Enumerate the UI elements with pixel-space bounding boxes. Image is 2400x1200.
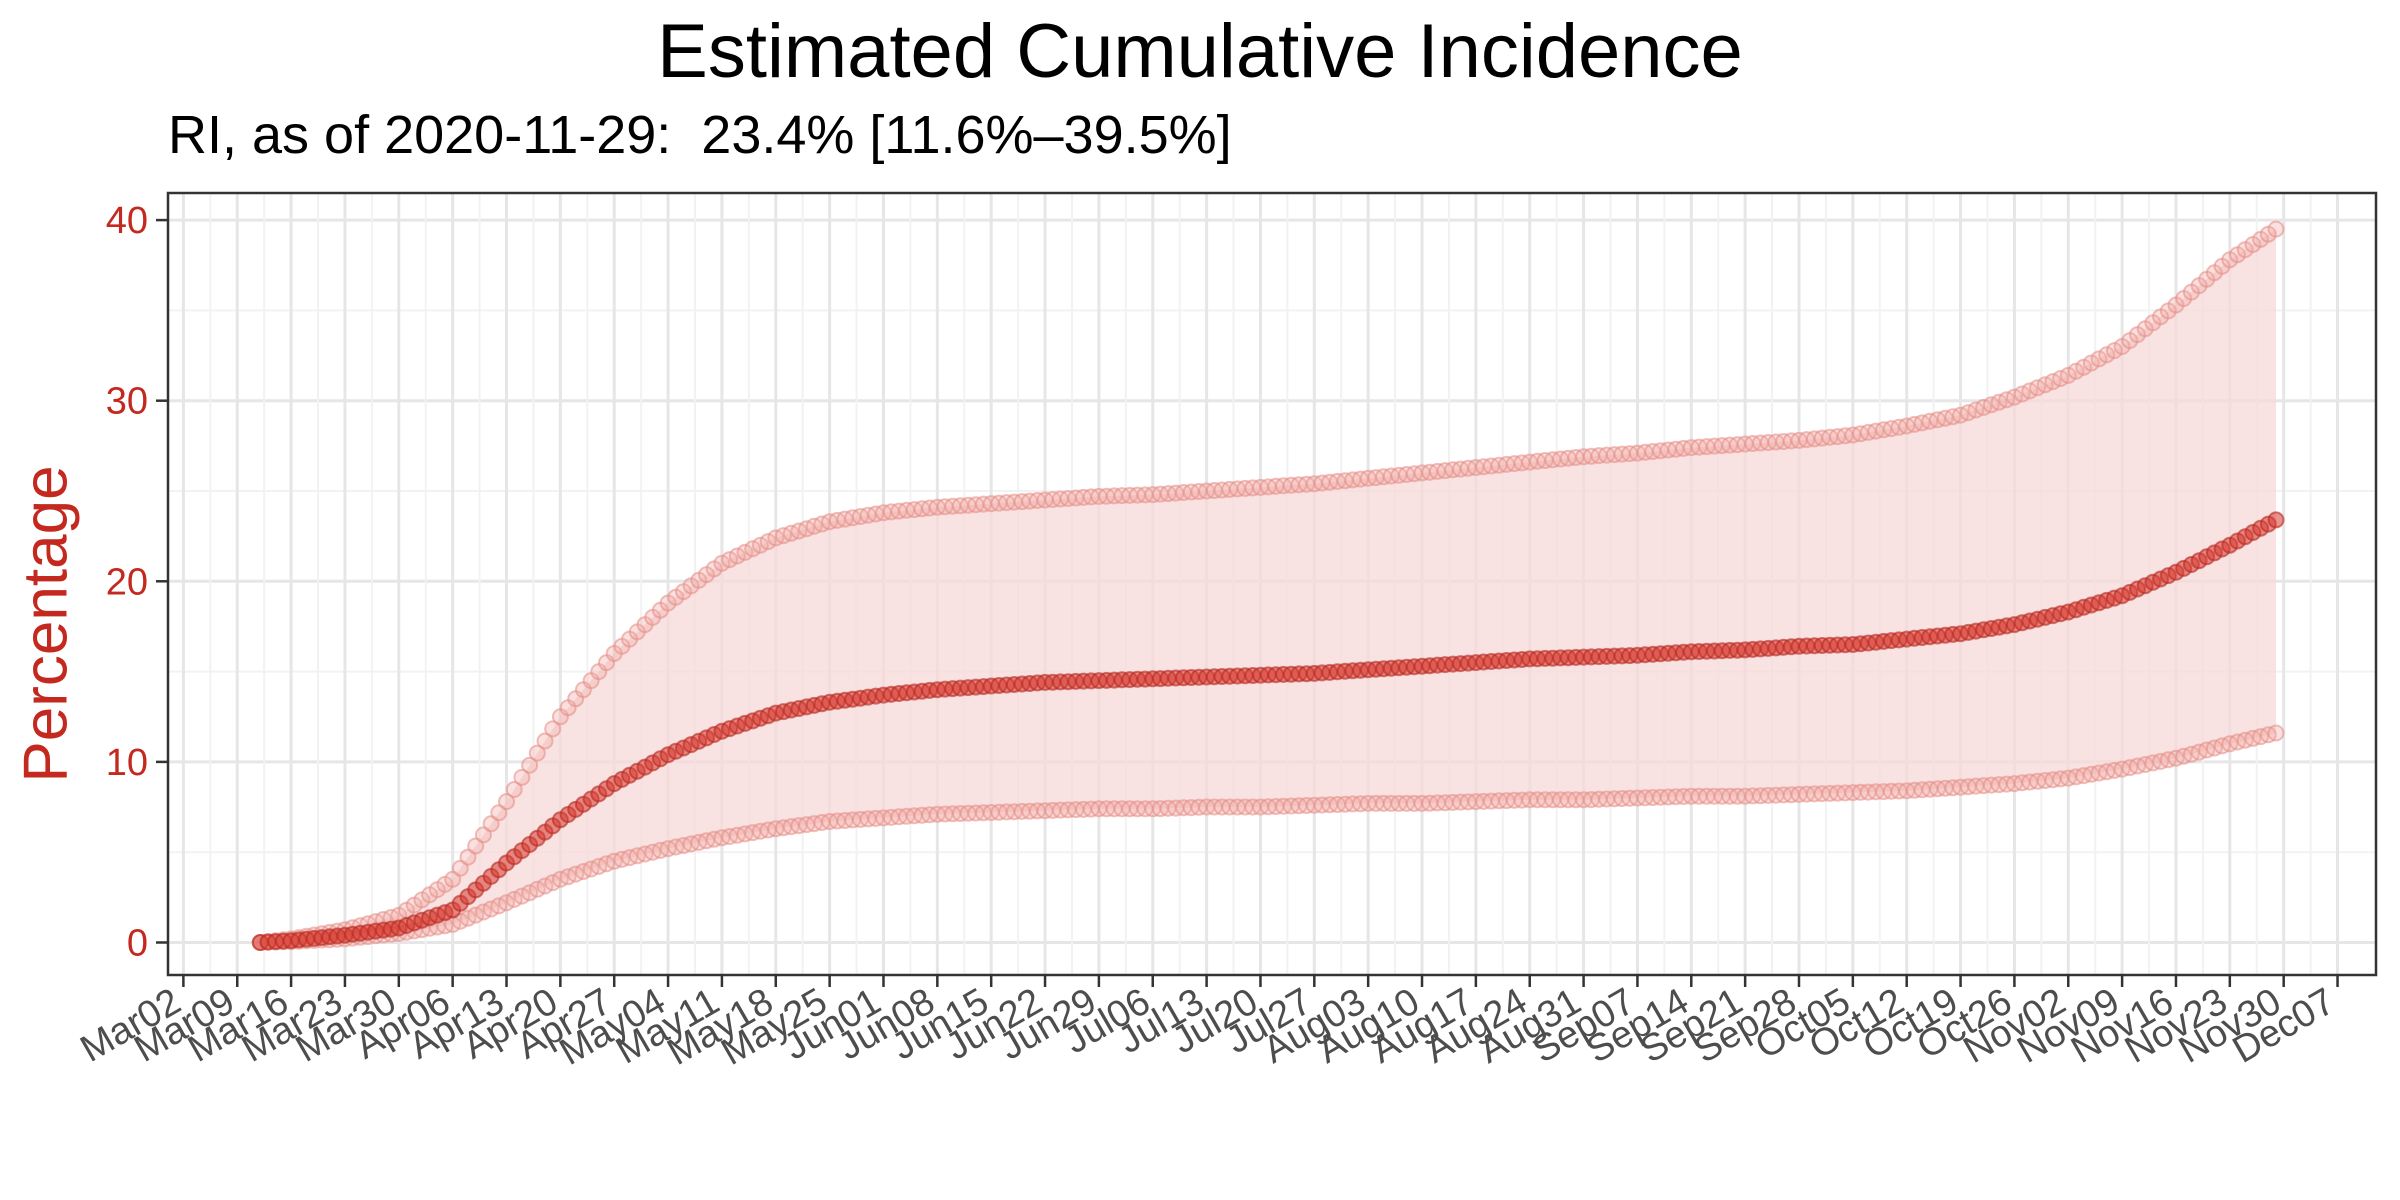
y-tick-label: 20 bbox=[106, 561, 148, 603]
y-tick-label: 0 bbox=[127, 922, 148, 964]
upper-bound-point bbox=[505, 781, 523, 798]
y-tick-label: 30 bbox=[106, 381, 148, 423]
upper-bound-point bbox=[536, 732, 554, 750]
estimate-point bbox=[2267, 511, 2285, 529]
upper-bound-point bbox=[2267, 220, 2285, 238]
y-tick-label: 40 bbox=[106, 200, 148, 242]
data-points bbox=[251, 220, 2285, 951]
ci-band-area bbox=[260, 229, 2276, 943]
plot-border bbox=[166, 191, 2378, 977]
chart-title: Estimated Cumulative Incidence bbox=[657, 9, 1743, 94]
upper-bound-point bbox=[513, 768, 531, 786]
upper-bound-point bbox=[498, 793, 515, 811]
lower-bound-point bbox=[2267, 724, 2285, 742]
y-tick-label: 10 bbox=[106, 742, 148, 784]
upper-bound-point bbox=[544, 720, 562, 738]
chart-subtitle: RI, as of 2020-11-29: 23.4% [11.6%–39.5%… bbox=[168, 105, 1232, 165]
confidence-band bbox=[260, 229, 2276, 943]
upper-bound-point bbox=[521, 756, 539, 774]
upper-bound-point bbox=[528, 744, 546, 762]
